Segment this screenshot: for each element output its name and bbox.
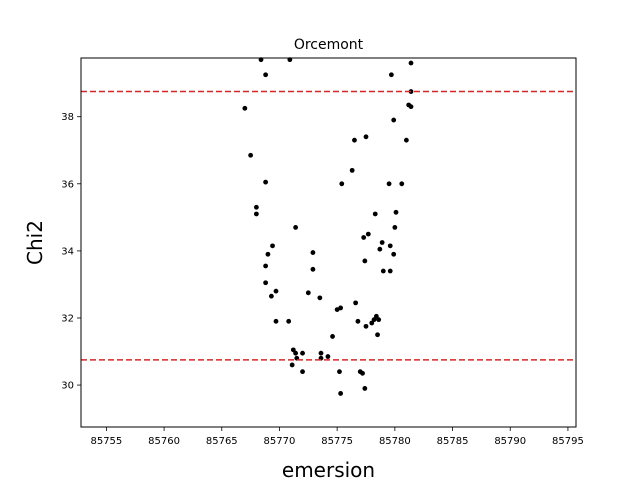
data-point-37: [352, 137, 357, 143]
data-point-66: [403, 137, 409, 143]
data-point-2: [263, 72, 269, 78]
data-point-25: [310, 266, 316, 272]
y-axis-label: Chi2: [23, 220, 47, 265]
y-tick-label-4: 38: [61, 112, 74, 123]
data-point-64: [391, 251, 397, 257]
data-point-43: [362, 258, 368, 264]
data-point-17: [290, 347, 296, 353]
x-axis-ticks: 85755 85760 85765 85770 85775 85780 85785 85790…: [90, 427, 584, 447]
chart-title: Orcemont: [294, 37, 364, 53]
x-tick-label-8: 85795: [552, 436, 584, 447]
x-tick-label-3: 85770: [264, 436, 296, 447]
data-point-59: [386, 181, 392, 187]
data-point-34: [338, 391, 344, 396]
data-point-30: [330, 334, 335, 339]
x-tick-label-2: 85765: [206, 436, 238, 447]
data-point-65: [399, 181, 405, 187]
data-point-58: [387, 268, 393, 274]
y-tick-label-2: 34: [61, 246, 74, 257]
data-point-42: [361, 235, 367, 240]
data-point-18: [293, 350, 299, 356]
data-point-47: [365, 231, 371, 237]
axes-frame: [80, 57, 577, 428]
data-point-27: [318, 350, 324, 356]
data-point-20: [289, 362, 295, 368]
data-point-52: [376, 317, 382, 323]
data-point-62: [393, 209, 399, 215]
x-tick-label-0: 85755: [90, 436, 122, 447]
x-tick-label-7: 85790: [494, 436, 526, 447]
data-point-13: [268, 293, 274, 299]
data-point-54: [377, 246, 383, 252]
data-point-23: [305, 290, 311, 296]
data-point-46: [363, 134, 369, 140]
data-point-35: [339, 181, 345, 187]
data-point-41: [360, 370, 365, 376]
data-point-22: [300, 369, 305, 375]
data-points: [242, 57, 414, 396]
data-point-16: [293, 225, 299, 230]
y-tick-label-0: 30: [61, 381, 74, 392]
data-point-11: [263, 280, 269, 286]
data-point-50: [372, 211, 378, 217]
data-point-9: [265, 251, 271, 257]
data-point-12: [273, 288, 279, 294]
data-point-21: [300, 350, 305, 356]
data-point-57: [387, 243, 393, 249]
data-point-36: [349, 167, 355, 173]
data-point-7: [253, 211, 259, 217]
data-point-15: [286, 318, 292, 324]
data-point-6: [253, 204, 259, 210]
data-point-4: [248, 152, 254, 158]
data-point-8: [270, 243, 275, 249]
x-tick-label-1: 85760: [148, 436, 180, 447]
data-point-5: [263, 179, 269, 185]
data-point-44: [363, 323, 369, 329]
y-tick-label-3: 36: [61, 179, 74, 190]
data-point-55: [379, 240, 385, 245]
data-point-60: [388, 72, 394, 78]
data-point-39: [355, 318, 361, 324]
data-point-3: [242, 105, 248, 111]
data-point-61: [391, 117, 397, 123]
reference-lines: [81, 90, 576, 361]
data-point-68: [408, 104, 414, 110]
data-point-10: [263, 263, 269, 269]
data-point-51: [373, 313, 379, 319]
data-point-48: [369, 320, 375, 326]
data-point-53: [375, 332, 380, 338]
y-axis-ticks: 30 32 34 36 38: [61, 112, 81, 392]
data-point-14: [273, 318, 279, 324]
data-point-49: [371, 317, 377, 323]
data-point-24: [310, 250, 316, 255]
x-tick-label-4: 85775: [321, 436, 353, 447]
data-point-56: [380, 268, 386, 274]
data-point-29: [325, 354, 331, 359]
y-tick-label-1: 32: [61, 313, 74, 324]
data-point-26: [317, 295, 323, 301]
data-point-45: [362, 386, 368, 391]
data-point-33: [337, 369, 342, 375]
x-tick-label-6: 85785: [437, 436, 469, 447]
x-axis-label: emersion: [282, 458, 375, 480]
data-point-70: [408, 60, 414, 66]
data-point-32: [338, 305, 344, 311]
x-tick-label-5: 85780: [379, 436, 411, 447]
data-point-63: [392, 225, 398, 230]
data-point-38: [353, 300, 359, 306]
